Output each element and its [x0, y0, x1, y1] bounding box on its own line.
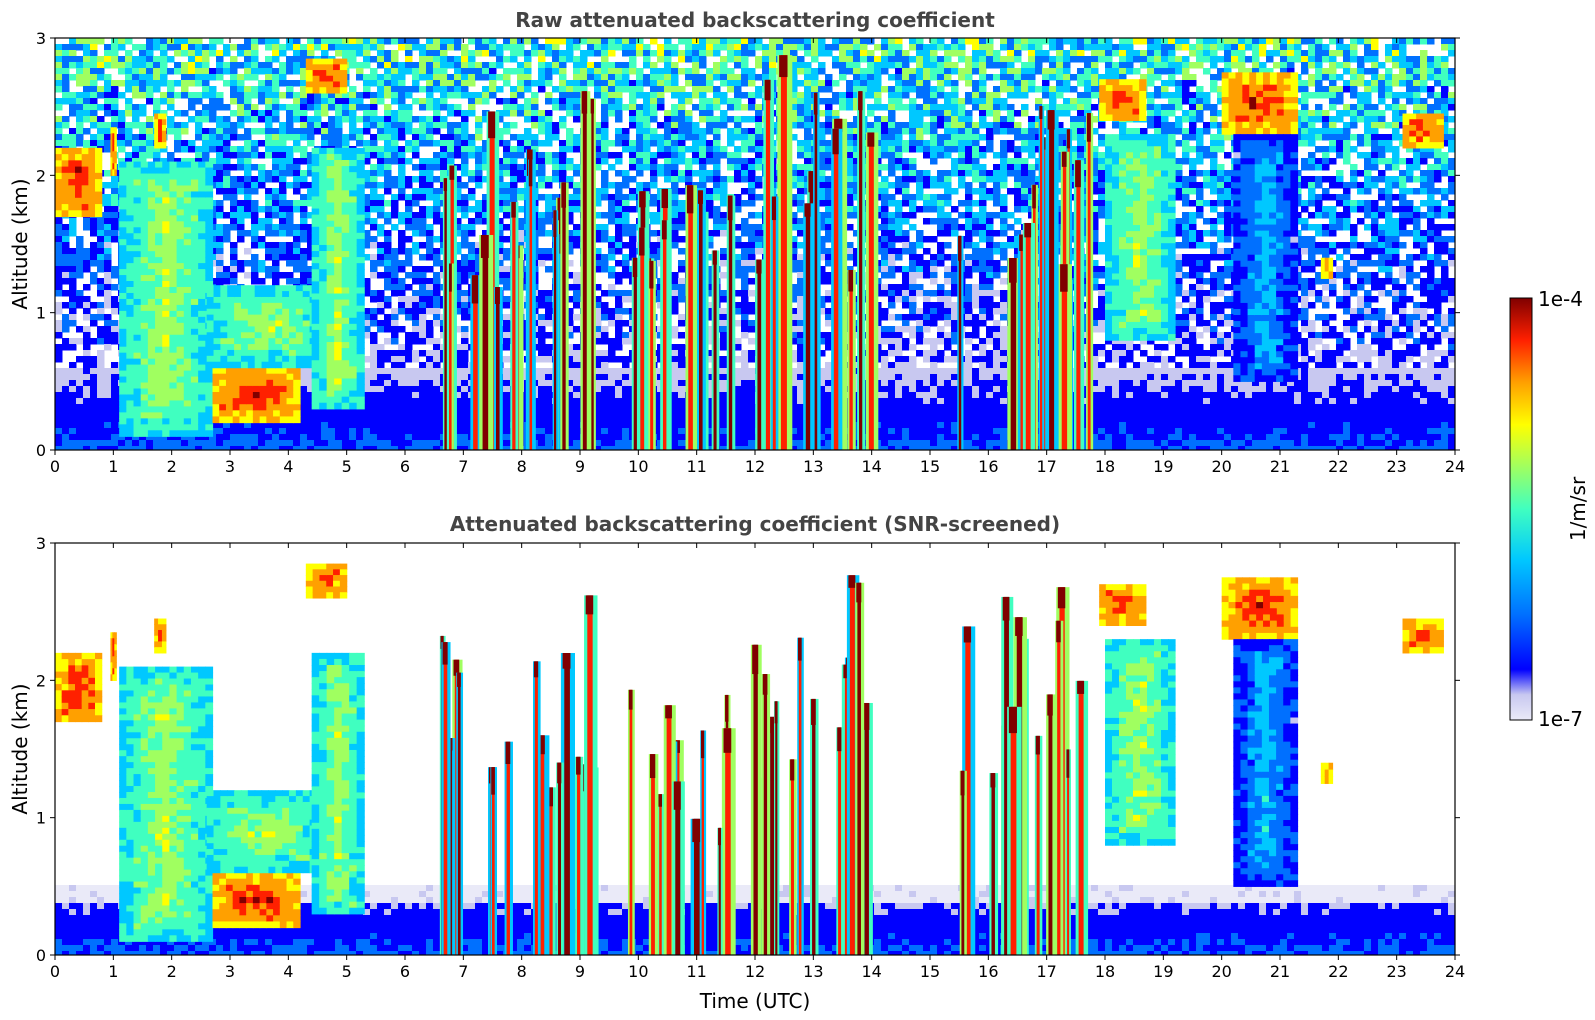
- x-tick-label: 3: [225, 962, 235, 981]
- x-tick-label: 9: [575, 457, 585, 476]
- x-tick-label: 22: [1328, 457, 1348, 476]
- x-tick-label: 14: [861, 962, 881, 981]
- y-axis-screened: 0 1 2 3: [36, 534, 1460, 965]
- x-tick-label: 22: [1328, 962, 1348, 981]
- heatmap-raw: [55, 38, 1455, 450]
- x-tick-label: 12: [745, 962, 765, 981]
- x-tick-label: 10: [628, 962, 648, 981]
- x-tick-label: 3: [225, 457, 235, 476]
- y-tick-label: 1: [36, 304, 46, 323]
- colorbar-max-label: 1e-4: [1538, 287, 1583, 311]
- y-tick-label: 3: [36, 534, 46, 553]
- x-tick-label: 1: [108, 962, 118, 981]
- x-tick-label: 11: [686, 457, 706, 476]
- y-tick-label: 1: [36, 809, 46, 828]
- x-tick-label: 20: [1211, 457, 1231, 476]
- x-tick-label: 19: [1153, 962, 1173, 981]
- x-tick-label: 0: [50, 962, 60, 981]
- x-tick-label: 1: [108, 457, 118, 476]
- x-tick-label: 23: [1386, 457, 1406, 476]
- x-tick-label: 6: [400, 962, 410, 981]
- x-tick-label: 24: [1445, 962, 1465, 981]
- x-tick-label: 23: [1386, 962, 1406, 981]
- x-tick-label: 17: [1036, 962, 1056, 981]
- x-tick-label: 21: [1270, 962, 1290, 981]
- y-tick-label: 2: [36, 166, 46, 185]
- x-tick-label: 13: [803, 457, 823, 476]
- chart-title-screened: Attenuated backscattering coefficient (S…: [450, 512, 1060, 536]
- chart-title-raw: Raw attenuated backscattering coefficien…: [515, 8, 995, 32]
- x-tick-label: 20: [1211, 962, 1231, 981]
- panel-screened: Attenuated backscattering coefficient (S…: [8, 512, 1465, 1013]
- colorbar-gradient: [1509, 297, 1533, 721]
- y-tick-label: 0: [36, 946, 46, 965]
- x-tick-label: 5: [342, 962, 352, 981]
- x-tick-label: 4: [283, 962, 293, 981]
- x-tick-label: 5: [342, 457, 352, 476]
- x-tick-label: 18: [1095, 457, 1115, 476]
- x-tick-label: 16: [978, 457, 998, 476]
- x-tick-label: 4: [283, 457, 293, 476]
- x-tick-label: 2: [167, 457, 177, 476]
- y-axis-label-raw: Altitude (km): [8, 178, 32, 309]
- x-tick-label: 12: [745, 457, 765, 476]
- x-tick-label: 0: [50, 457, 60, 476]
- colorbar-min-label: 1e-7: [1538, 707, 1583, 731]
- x-tick-label: 18: [1095, 962, 1115, 981]
- x-tick-label: 7: [458, 962, 468, 981]
- y-axis-raw: 0 1 2 3: [36, 29, 1460, 460]
- x-tick-label: 14: [861, 457, 881, 476]
- y-tick-label: 2: [36, 671, 46, 690]
- x-tick-label: 9: [575, 962, 585, 981]
- y-axis-label-screened: Altitude (km): [8, 683, 32, 814]
- y-tick-label: 3: [36, 29, 46, 48]
- x-tick-label: 11: [686, 962, 706, 981]
- x-tick-label: 6: [400, 457, 410, 476]
- colorbar-unit-label: 1/m/sr: [1566, 476, 1590, 541]
- x-tick-label: 10: [628, 457, 648, 476]
- panel-raw: Raw attenuated backscattering coefficien…: [8, 8, 1465, 476]
- x-tick-label: 21: [1270, 457, 1290, 476]
- colorbar: 1e-4 1e-7 1/m/sr: [1509, 287, 1590, 731]
- x-tick-label: 16: [978, 962, 998, 981]
- x-tick-label: 24: [1445, 457, 1465, 476]
- x-tick-label: 13: [803, 962, 823, 981]
- x-axis-screened: 0 1 2 3 4 5 6 7 8 9 10 11 12 13 14 15 16 17 18 19 20 21 22 23 24: [50, 543, 1465, 981]
- x-tick-label: 15: [920, 457, 940, 476]
- y-tick-label: 0: [36, 441, 46, 460]
- x-tick-label: 15: [920, 962, 940, 981]
- x-tick-label: 8: [517, 457, 527, 476]
- heatmap-screened: [55, 563, 1455, 955]
- x-tick-label: 7: [458, 457, 468, 476]
- x-tick-label: 2: [167, 962, 177, 981]
- x-tick-label: 17: [1036, 457, 1056, 476]
- x-axis-raw: 0 1 2 3 4 5 6 7 8 9 10 11 12 13 14 15 16 17 18 19 20 21 22 23 24: [50, 38, 1465, 476]
- x-tick-label: 19: [1153, 457, 1173, 476]
- x-axis-label: Time (UTC): [699, 989, 811, 1013]
- x-tick-label: 8: [517, 962, 527, 981]
